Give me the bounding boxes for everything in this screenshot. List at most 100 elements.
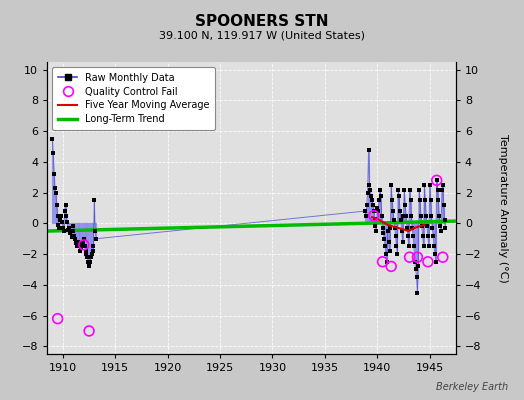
Point: [60, 228, 68, 234]
Y-axis label: Temperature Anomaly (°C): Temperature Anomaly (°C): [498, 134, 508, 282]
Point: [51, 185, 59, 191]
Point: [410, 243, 418, 250]
Point: [381, 243, 389, 250]
Point: [382, 251, 390, 257]
Point: [88, 251, 96, 257]
Point: [406, 197, 414, 204]
Point: [86, 258, 94, 265]
Point: [394, 186, 402, 193]
Point: [432, 177, 441, 184]
Point: [414, 263, 422, 270]
Point: [396, 208, 404, 214]
Point: [407, 212, 416, 219]
Point: [369, 202, 377, 208]
Point: [395, 192, 403, 199]
Point: [68, 234, 76, 240]
Point: [56, 217, 64, 224]
Point: [74, 243, 83, 250]
Point: [60, 208, 69, 214]
Point: [427, 197, 435, 204]
Point: [91, 228, 100, 234]
Point: [423, 223, 431, 230]
Point: [66, 229, 74, 236]
Point: [378, 258, 387, 265]
Point: [416, 197, 424, 204]
Point: [85, 263, 93, 270]
Point: [362, 212, 370, 219]
Point: [424, 232, 432, 239]
Point: [383, 258, 391, 265]
Point: [53, 316, 62, 322]
Point: [70, 232, 79, 239]
Point: [75, 240, 84, 246]
Point: [431, 251, 439, 257]
Point: [390, 225, 399, 231]
Point: [369, 208, 378, 214]
Point: [80, 242, 88, 248]
Point: [386, 225, 395, 231]
Point: [84, 258, 92, 265]
Point: [68, 228, 77, 234]
Point: [364, 190, 372, 196]
Point: [52, 202, 61, 208]
Point: [378, 225, 387, 231]
Text: Berkeley Earth: Berkeley Earth: [436, 382, 508, 392]
Point: [430, 243, 438, 250]
Text: 39.100 N, 119.917 W (United States): 39.100 N, 119.917 W (United States): [159, 30, 365, 40]
Point: [78, 242, 86, 248]
Point: [377, 212, 386, 219]
Point: [398, 228, 406, 234]
Point: [398, 239, 407, 245]
Point: [432, 177, 441, 184]
Point: [72, 240, 80, 246]
Point: [373, 205, 381, 211]
Point: [437, 228, 445, 234]
Point: [411, 266, 420, 273]
Point: [432, 258, 440, 265]
Point: [439, 182, 447, 188]
Point: [415, 186, 423, 193]
Point: [370, 216, 379, 222]
Point: [63, 219, 71, 225]
Point: [372, 223, 380, 230]
Point: [81, 243, 89, 250]
Point: [374, 208, 383, 214]
Point: [77, 245, 85, 251]
Point: [406, 186, 414, 193]
Point: [405, 243, 413, 250]
Point: [57, 212, 66, 219]
Point: [90, 197, 99, 204]
Point: [53, 212, 62, 219]
Point: [435, 212, 443, 219]
Point: [89, 248, 97, 254]
Point: [81, 248, 90, 254]
Point: [375, 197, 383, 204]
Point: [392, 243, 401, 250]
Point: [92, 236, 100, 242]
Point: [61, 202, 70, 208]
Point: [401, 202, 409, 208]
Point: [73, 239, 82, 245]
Point: [413, 254, 422, 260]
Point: [65, 225, 73, 231]
Point: [380, 236, 388, 242]
Point: [399, 212, 408, 219]
Point: [89, 243, 97, 250]
Point: [427, 212, 435, 219]
Point: [49, 150, 58, 156]
Point: [366, 186, 375, 193]
Point: [433, 186, 442, 193]
Point: [50, 171, 58, 177]
Point: [80, 236, 88, 242]
Point: [367, 192, 375, 199]
Point: [436, 223, 444, 230]
Point: [424, 258, 432, 265]
Point: [418, 223, 426, 230]
Point: [387, 182, 396, 188]
Point: [403, 232, 412, 239]
Point: [364, 146, 373, 153]
Point: [439, 254, 447, 260]
Point: [428, 225, 436, 231]
Point: [417, 212, 425, 219]
Point: [64, 226, 72, 233]
